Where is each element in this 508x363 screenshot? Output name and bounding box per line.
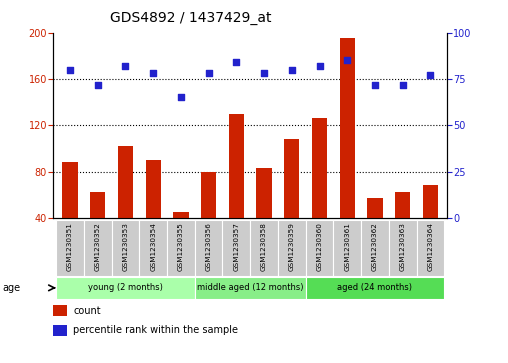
Text: GSM1230356: GSM1230356: [206, 223, 212, 271]
Text: aged (24 months): aged (24 months): [337, 284, 412, 292]
Bar: [90, 192, 105, 218]
Text: GSM1230352: GSM1230352: [94, 223, 101, 271]
Text: GSM1230355: GSM1230355: [178, 223, 184, 271]
Text: count: count: [73, 306, 101, 315]
Text: GDS4892 / 1437429_at: GDS4892 / 1437429_at: [110, 11, 272, 25]
Bar: [201, 171, 216, 218]
Point: [343, 57, 352, 63]
Bar: [53, 325, 67, 336]
Text: GSM1230360: GSM1230360: [316, 223, 323, 271]
Bar: [139, 220, 167, 276]
Bar: [84, 220, 112, 276]
Bar: [257, 168, 272, 218]
Bar: [223, 220, 250, 276]
Text: GSM1230361: GSM1230361: [344, 223, 350, 271]
Bar: [229, 114, 244, 218]
Text: GSM1230358: GSM1230358: [261, 223, 267, 271]
Text: GSM1230362: GSM1230362: [372, 223, 378, 271]
Bar: [167, 220, 195, 276]
Point: [260, 70, 268, 76]
Point: [288, 67, 296, 73]
Point: [177, 95, 185, 101]
Point: [426, 72, 434, 78]
Point: [149, 70, 157, 76]
Text: young (2 months): young (2 months): [88, 284, 163, 292]
Bar: [306, 220, 333, 276]
Bar: [118, 146, 133, 218]
Bar: [333, 220, 361, 276]
Bar: [250, 220, 278, 276]
Bar: [423, 185, 438, 218]
Point: [315, 63, 324, 69]
Text: GSM1230351: GSM1230351: [67, 223, 73, 271]
Point: [371, 82, 379, 87]
Text: GSM1230357: GSM1230357: [233, 223, 239, 271]
Text: GSM1230363: GSM1230363: [400, 223, 406, 271]
Point: [399, 82, 407, 87]
Bar: [417, 220, 444, 276]
Bar: [195, 277, 306, 299]
Bar: [62, 162, 78, 218]
Bar: [112, 220, 139, 276]
Bar: [361, 220, 389, 276]
Bar: [56, 220, 84, 276]
Bar: [389, 220, 417, 276]
Bar: [278, 220, 306, 276]
Text: GSM1230364: GSM1230364: [427, 223, 433, 271]
Text: percentile rank within the sample: percentile rank within the sample: [73, 326, 238, 335]
Bar: [367, 198, 383, 218]
Bar: [56, 277, 195, 299]
Point: [205, 70, 213, 76]
Bar: [306, 277, 444, 299]
Point: [66, 67, 74, 73]
Bar: [395, 192, 410, 218]
Text: middle aged (12 months): middle aged (12 months): [197, 284, 303, 292]
Text: GSM1230354: GSM1230354: [150, 223, 156, 271]
Bar: [340, 38, 355, 218]
Bar: [195, 220, 223, 276]
Bar: [53, 305, 67, 316]
Point: [93, 82, 102, 87]
Bar: [312, 118, 327, 218]
Bar: [145, 160, 161, 218]
Text: GSM1230353: GSM1230353: [122, 223, 129, 271]
Bar: [284, 139, 299, 218]
Point: [232, 60, 240, 65]
Text: age: age: [3, 283, 21, 293]
Text: GSM1230359: GSM1230359: [289, 223, 295, 271]
Point: [121, 63, 130, 69]
Bar: [173, 212, 188, 218]
